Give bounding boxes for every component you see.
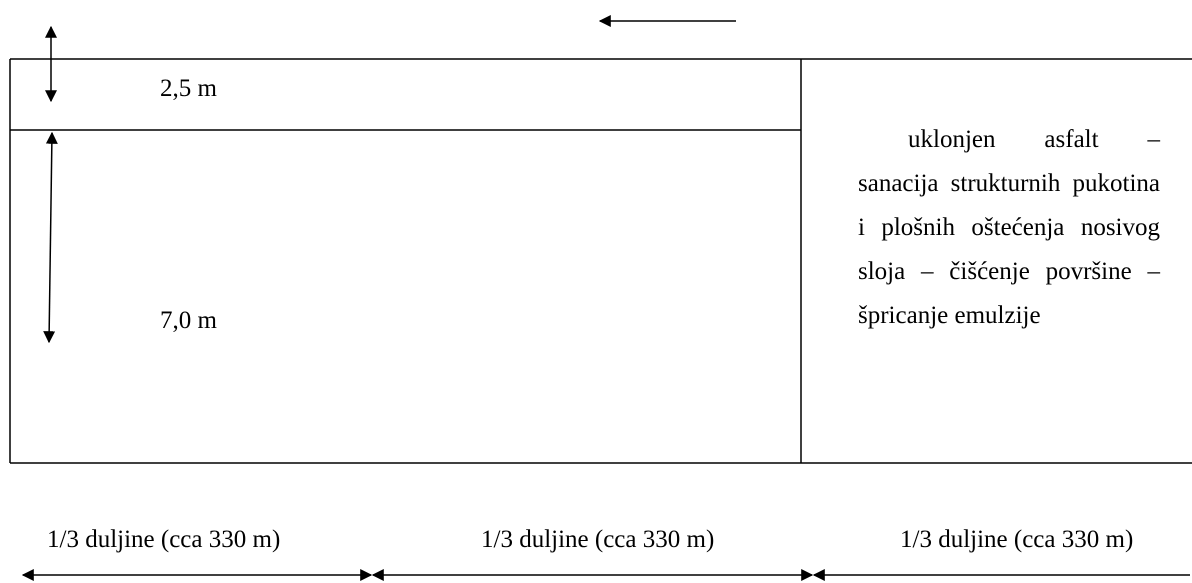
top-lane-width-label: 2,5 m	[160, 75, 217, 102]
segment-1-label: 1/3 duljine (cca 330 m)	[47, 526, 281, 553]
segment-3-label: 1/3 duljine (cca 330 m)	[900, 526, 1134, 553]
work-description: uklonjen asfalt – sanacija strukturnih p…	[858, 126, 1160, 329]
bottom-lane-dimension-arrow	[43, 131, 58, 344]
segment-2-label: 1/3 duljine (cca 330 m)	[481, 526, 715, 553]
bottom-lane-width-label: 7,0 m	[160, 307, 217, 334]
